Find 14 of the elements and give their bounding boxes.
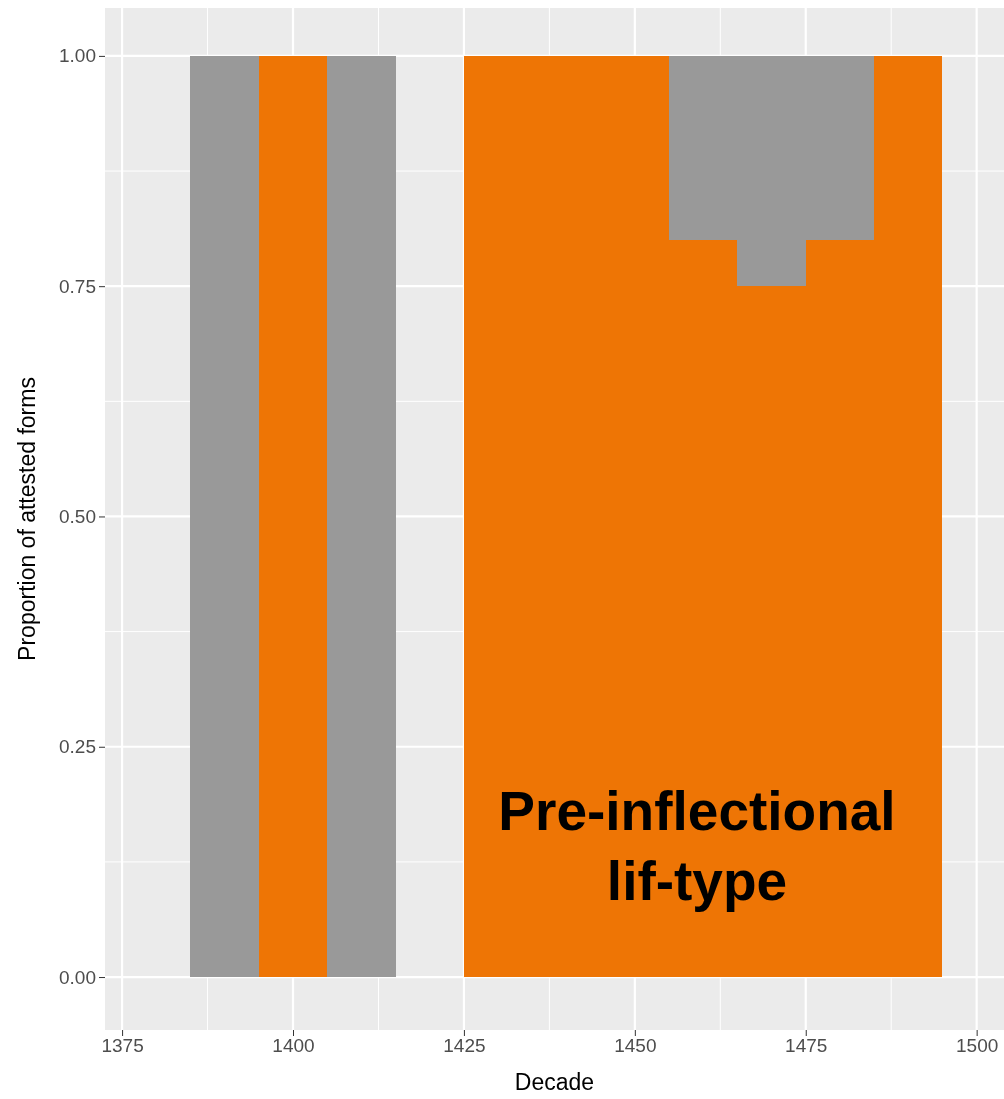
y-tick-label: 0.75: [59, 275, 96, 297]
y-tick-label: 0.00: [59, 966, 96, 988]
y-tick-label: 1.00: [59, 45, 96, 67]
x-tick-label: 1450: [614, 1035, 657, 1057]
y-tick-label: 0.25: [59, 736, 96, 758]
x-tick-label: 1425: [443, 1035, 486, 1057]
x-axis-title: Decade: [514, 1069, 595, 1095]
x-tick-label: 1500: [956, 1035, 999, 1057]
y-tick-label: 0.50: [59, 506, 96, 528]
x-tick-label: 1375: [101, 1035, 144, 1057]
x-tick-label: 1475: [785, 1035, 828, 1057]
x-tick-label: 1400: [272, 1035, 315, 1057]
y-axis-title: Proportion of attested forms: [14, 377, 40, 661]
annotation: Pre-inflectional lif-type: [498, 780, 896, 912]
